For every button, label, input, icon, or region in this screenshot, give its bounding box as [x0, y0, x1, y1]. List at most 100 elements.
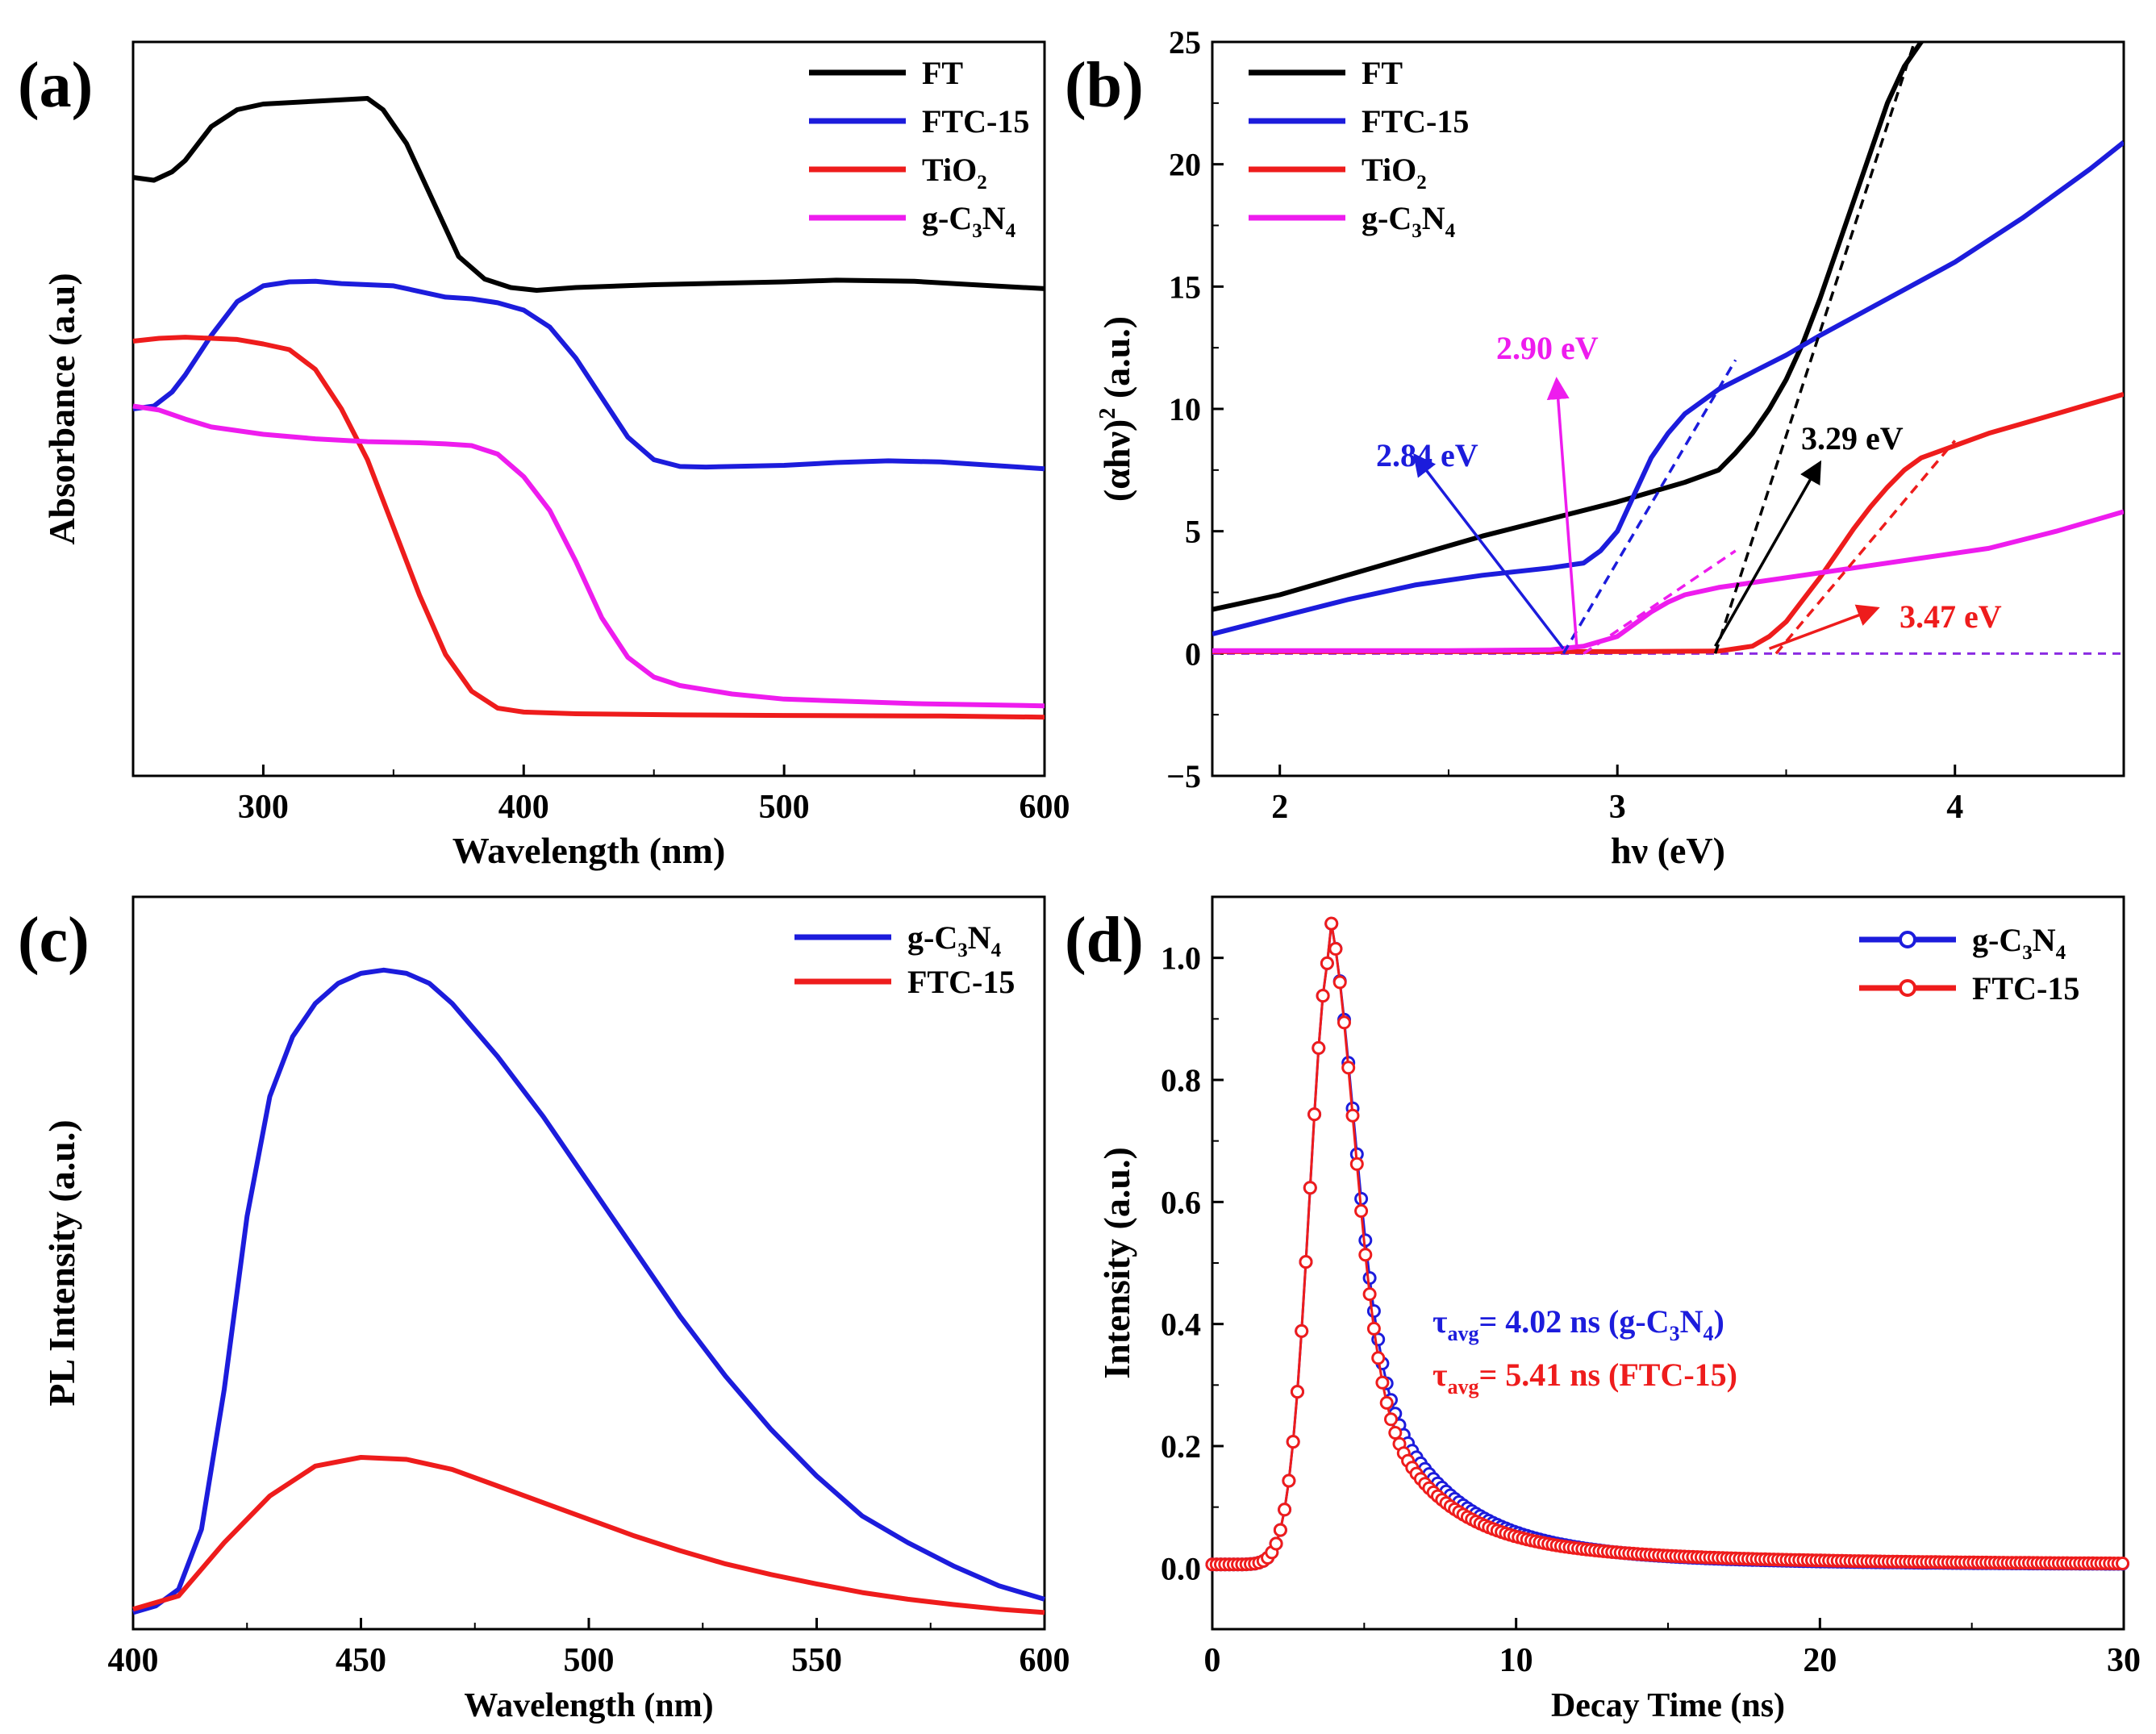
annotation-label-b: 2.90 eV — [1496, 330, 1599, 366]
plot-frame-a — [131, 40, 1046, 777]
y-tick-label-b: 5 — [1185, 514, 1201, 550]
x-axis-label-b: hν (eV) — [1611, 830, 1725, 871]
tangent-line-b-g-C3N4 — [1583, 549, 1737, 655]
data-point-d-FTC-15 — [1345, 1108, 1360, 1123]
series-line-a-FTC-15 — [132, 278, 1045, 472]
data-point-d-FTC-15 — [1371, 1351, 1386, 1365]
y-tick-label-b: −5 — [1166, 758, 1201, 794]
x-tick-label-c: 550 — [791, 1642, 842, 1679]
y-tick-label-d: 0.0 — [1161, 1550, 1201, 1586]
panel-label-d: (d) — [1065, 905, 1144, 976]
x-tick-label-a: 400 — [498, 789, 549, 826]
legend-label-a: g-C3​N4​ — [922, 200, 1016, 242]
data-point-d-FTC-15 — [1291, 1385, 1304, 1399]
plot-frame-d — [1211, 895, 2125, 1631]
y-tick-label-d: 0.2 — [1161, 1428, 1201, 1465]
legend-label-a: FTC-15 — [922, 103, 1029, 140]
data-point-d-FTC-15 — [1282, 1473, 1296, 1488]
y-axis-label-d: Intensity (a.u.) — [1096, 1147, 1137, 1379]
panel-label-a: (a) — [18, 50, 93, 121]
x-tick-label-d: 10 — [1499, 1642, 1533, 1679]
data-point-d-FTC-15 — [1337, 1015, 1351, 1030]
data-point-d-FTC-15 — [1303, 1181, 1317, 1195]
data-point-d-FTC-15 — [1324, 916, 1339, 931]
x-tick-label-c: 500 — [564, 1642, 615, 1679]
x-tick-label-c: 450 — [336, 1642, 386, 1679]
tangent-line-b-FTC-15 — [1562, 359, 1737, 655]
x-tick-label-b: 3 — [1609, 789, 1626, 826]
annotation-label-b: 3.29 eV — [1801, 420, 1904, 456]
legend-label-b: g-C3​N4​ — [1362, 200, 1456, 242]
annotation-label-b: 2.84 eV — [1376, 437, 1478, 473]
y-tick-label-d: 0.6 — [1161, 1184, 1201, 1220]
y-tick-label-b: 15 — [1169, 269, 1201, 305]
panel-label-c: (c) — [18, 905, 90, 976]
x-tick-label-d: 30 — [2107, 1642, 2141, 1679]
x-tick-label-c: 600 — [1020, 1642, 1070, 1679]
plot-frame-b — [1211, 40, 2125, 777]
legend-label-d: FTC-15 — [1972, 970, 2079, 1007]
data-point-d-FTC-15 — [1341, 1061, 1356, 1075]
y-axis-label-a: Absorbance (a.u) — [41, 273, 82, 544]
panel-b: 2 3 4 −5 0 5 10 15 20 25 hν (eV) (αhν)2 (a.u.) 2.90 … — [1095, 24, 2125, 871]
series-line-b-FTC-15 — [1212, 140, 2124, 637]
y-tick-label-d: 1.0 — [1161, 940, 1201, 977]
panel-d: 0 10 20 30 0.0 0.2 0.4 0.6 0.8 1.0 Decay Time (ns)… — [1096, 895, 2141, 1724]
series-line-a-FT — [132, 96, 1045, 293]
data-point-d-FTC-15 — [1278, 1503, 1292, 1517]
tau-avg-annotation-g-C3N4: τavg= 4.02 ns (g-C3N4) — [1432, 1303, 1724, 1345]
series-line-b-g-C3N4 — [1212, 509, 2124, 653]
y-tick-label-b: 0 — [1185, 636, 1201, 672]
data-point-d-FTC-15 — [1316, 989, 1330, 1003]
x-tick-label-a: 300 — [238, 789, 289, 826]
annotation-label-b: 3.47 eV — [1900, 598, 2002, 635]
data-point-d-FTC-15 — [1349, 1157, 1364, 1171]
x-tick-label-a: 500 — [759, 789, 810, 826]
x-tick-label-b: 2 — [1271, 789, 1288, 826]
legend-label-a: TiO2​ — [922, 152, 987, 194]
y-tick-label-d: 0.8 — [1161, 1062, 1201, 1098]
panel-c: 400 450 500 550 600 Wavelength (nm) PL Intensi… — [41, 895, 1070, 1724]
y-axis-label-b: (αhν)2 (a.u.) — [1095, 316, 1137, 502]
legend-label-b: FT — [1362, 55, 1403, 91]
data-point-d-FTC-15 — [1273, 1523, 1287, 1537]
data-point-d-FTC-15 — [1328, 942, 1343, 956]
tangent-line-b-TiO2 — [1774, 440, 1957, 655]
legend-label-b: TiO2​ — [1362, 152, 1427, 194]
data-point-d-FTC-15 — [1332, 975, 1347, 990]
annotation-arrow-b — [1768, 604, 1880, 650]
data-point-d-g-C3N4 — [1366, 1304, 1381, 1319]
y-tick-label-b: 10 — [1169, 391, 1201, 427]
data-point-d-FTC-15 — [1379, 1395, 1394, 1410]
annotation-arrow-b — [1714, 460, 1822, 648]
legend-marker-d — [1899, 931, 1916, 948]
series-line-b-FT — [1212, 42, 1926, 612]
x-tick-label-d: 0 — [1204, 1642, 1221, 1679]
legend-label-c: g-C3​N4​ — [907, 919, 1002, 961]
data-point-d-FTC-15 — [1354, 1204, 1369, 1218]
x-tick-label-b: 4 — [1946, 789, 1963, 826]
y-tick-label-b: 25 — [1169, 24, 1201, 60]
x-tick-label-a: 600 — [1020, 789, 1070, 826]
legend-label-b: FTC-15 — [1362, 103, 1469, 140]
data-point-d-FTC-15 — [1320, 956, 1334, 970]
y-tick-label-d: 0.4 — [1161, 1307, 1201, 1343]
series-line-b-TiO2 — [1212, 391, 2124, 654]
data-point-d-FTC-15 — [1358, 1248, 1373, 1262]
x-axis-label-d: Decay Time (ns) — [1551, 1687, 1785, 1724]
series-line-c-g-C3N4 — [132, 967, 1045, 1615]
tangent-line-b-FT — [1713, 42, 1916, 654]
x-axis-label-c: Wavelength (nm) — [464, 1687, 713, 1724]
data-point-d-FTC-15 — [1299, 1255, 1313, 1269]
x-tick-label-d: 20 — [1803, 1642, 1837, 1679]
data-point-d-FTC-15 — [1286, 1435, 1300, 1449]
annotation-arrow-b — [1546, 377, 1578, 649]
data-point-d-FTC-15 — [1384, 1412, 1398, 1427]
legend-marker-d — [1899, 979, 1916, 997]
x-tick-label-c: 400 — [108, 1642, 159, 1679]
data-point-d-FTC-15 — [1388, 1426, 1403, 1440]
panel-a: 300 400 500 600 Wavelength (nm) Absorbance (a… — [41, 40, 1070, 871]
legend-label-c: FTC-15 — [907, 964, 1015, 1000]
legend-label-a: FT — [922, 55, 963, 91]
